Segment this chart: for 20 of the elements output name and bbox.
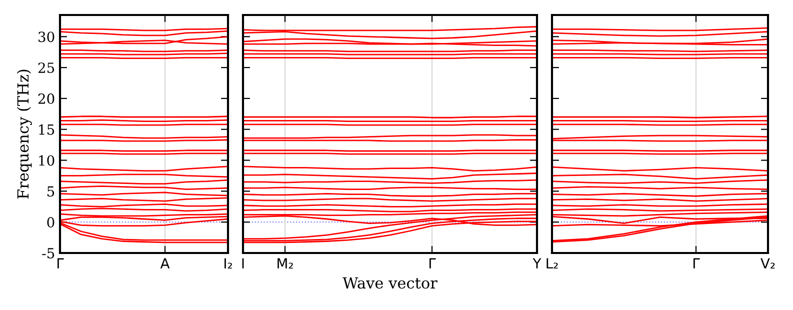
x-tick-label: Γ (693, 258, 700, 268)
x-tick-label: A (160, 258, 170, 268)
x-tick-label: Γ (429, 258, 436, 268)
y-tick-label: 20 (38, 93, 54, 104)
y-tick-label: 5 (47, 186, 54, 197)
x-tick-label: L₂ (546, 258, 558, 268)
x-tick-label: Y (532, 258, 542, 268)
x-tick-label: I (242, 258, 244, 268)
y-tick-label: 0 (47, 217, 54, 228)
x-tick-label: Γ (57, 258, 64, 268)
y-axis-title: Frequency (THz) (16, 70, 32, 199)
y-tick-label: 25 (38, 62, 54, 74)
x-axis-title: Wave vector (342, 277, 438, 289)
y-tick-label: 15 (39, 124, 54, 135)
y-tick-label: -5 (42, 248, 54, 258)
x-tick-label: V₂ (760, 258, 775, 268)
x-tick-label: M₂ (278, 258, 293, 268)
y-tick-label: 10 (39, 155, 54, 166)
y-tick-label: 30 (38, 32, 54, 42)
x-tick-label: I₂ (224, 258, 232, 268)
